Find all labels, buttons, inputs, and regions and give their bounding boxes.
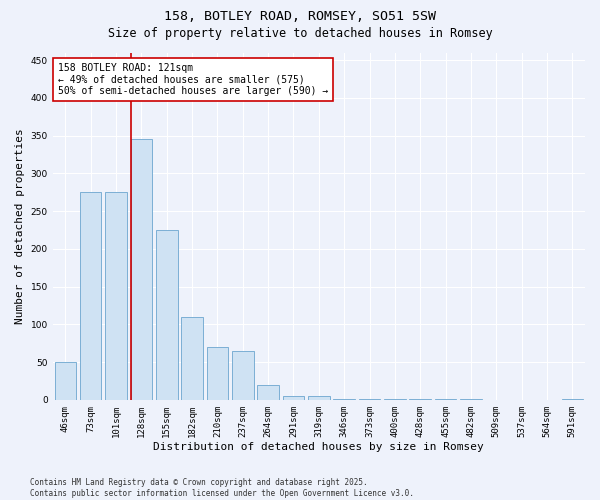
Bar	[308, 396, 329, 400]
Text: 158, BOTLEY ROAD, ROMSEY, SO51 5SW: 158, BOTLEY ROAD, ROMSEY, SO51 5SW	[164, 10, 436, 23]
Text: 158 BOTLEY ROAD: 121sqm
← 49% of detached houses are smaller (575)
50% of semi-d: 158 BOTLEY ROAD: 121sqm ← 49% of detache…	[58, 63, 328, 96]
Bar	[232, 351, 254, 400]
Bar	[257, 384, 279, 400]
Bar	[384, 399, 406, 400]
Bar	[55, 362, 76, 400]
Bar	[409, 399, 431, 400]
Bar	[156, 230, 178, 400]
Bar	[334, 399, 355, 400]
X-axis label: Distribution of detached houses by size in Romsey: Distribution of detached houses by size …	[154, 442, 484, 452]
Bar	[283, 396, 304, 400]
Bar	[181, 317, 203, 400]
Y-axis label: Number of detached properties: Number of detached properties	[15, 128, 25, 324]
Bar	[105, 192, 127, 400]
Bar	[359, 399, 380, 400]
Bar	[460, 399, 482, 400]
Text: Contains HM Land Registry data © Crown copyright and database right 2025.
Contai: Contains HM Land Registry data © Crown c…	[30, 478, 414, 498]
Bar	[80, 192, 101, 400]
Bar	[562, 399, 583, 400]
Bar	[206, 347, 228, 400]
Bar	[435, 399, 457, 400]
Text: Size of property relative to detached houses in Romsey: Size of property relative to detached ho…	[107, 28, 493, 40]
Bar	[131, 140, 152, 400]
